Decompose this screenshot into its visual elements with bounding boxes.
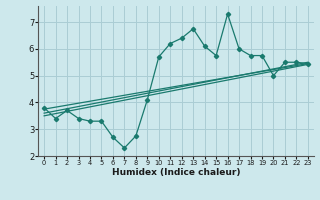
X-axis label: Humidex (Indice chaleur): Humidex (Indice chaleur) xyxy=(112,168,240,177)
